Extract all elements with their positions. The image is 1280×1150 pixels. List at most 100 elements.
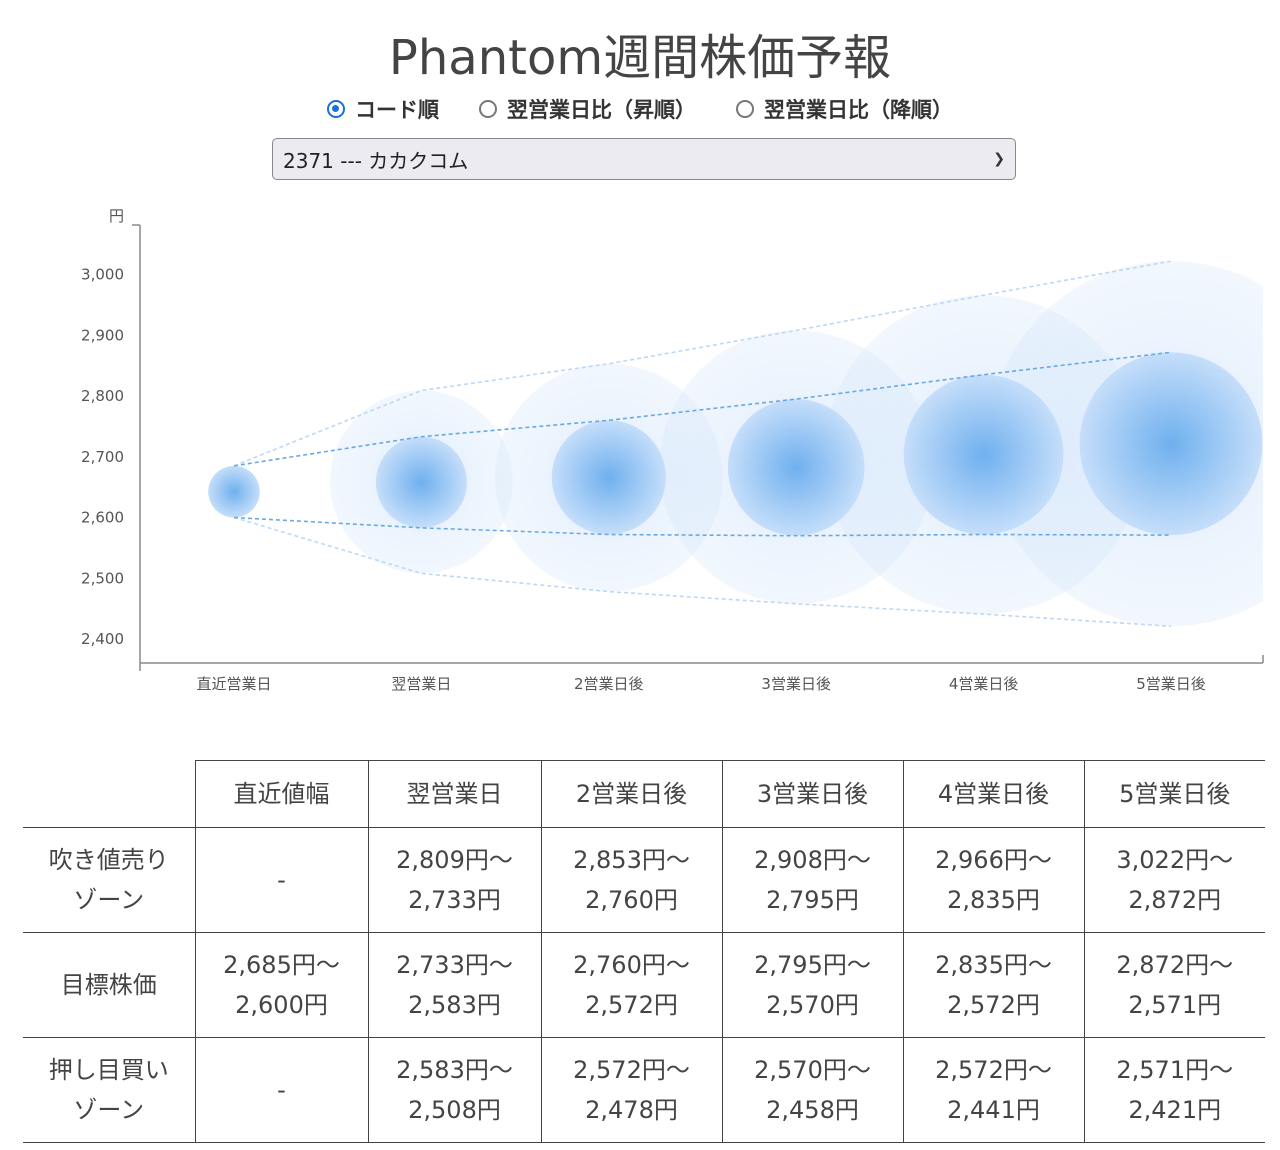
cell-value: 2,572円 xyxy=(585,991,678,1019)
cell-value: 2,872円 xyxy=(1128,886,1222,914)
x-tick-label: 3営業日後 xyxy=(761,675,831,693)
buy-zone-lower-line xyxy=(233,516,1172,628)
cell-value: 2,760円〜 xyxy=(573,951,690,979)
cell-value: 2,571円〜 xyxy=(1116,1056,1234,1084)
cell-value: 2,572円 xyxy=(947,991,1040,1019)
table-cell: 2,571円〜 2,421円 xyxy=(1083,1037,1265,1143)
target-low-line xyxy=(233,516,1172,537)
sort-option-label: コード順 xyxy=(355,98,439,122)
row-label-line: 吹き値売り xyxy=(48,846,169,874)
cell-value: 2,760円 xyxy=(585,886,678,914)
target-bubble xyxy=(727,399,865,536)
cell-value: 2,570円 xyxy=(766,991,859,1019)
cell-value: 2,966円〜 xyxy=(935,846,1052,874)
table-row: 目標株価 2,685円〜 2,600円 2,733円〜 2,583円 2,760円〜 2,5… xyxy=(23,932,1265,1038)
page-title: Phantom週間株価予報 xyxy=(388,30,892,86)
cell-value: 2,685円〜 xyxy=(223,951,340,979)
sort-options: コード順 翌営業日比（昇順） 翌営業日比（降順） xyxy=(0,94,1280,124)
table-cell: 2,872円〜 2,571円 xyxy=(1083,932,1265,1038)
y-tick-label: 2,900 xyxy=(81,326,124,344)
table-header-cell: 3営業日後 xyxy=(721,760,904,828)
table-cell: 2,685円〜 2,600円 xyxy=(194,932,369,1038)
row-label: 押し目買い ゾーン xyxy=(23,1037,196,1143)
sort-option-next-day-desc[interactable]: 翌営業日比（降順） xyxy=(736,94,953,124)
cell-value: 2,583円 xyxy=(408,991,501,1019)
x-tick-label: 翌営業日 xyxy=(391,675,451,693)
row-label-line: ゾーン xyxy=(73,1096,145,1124)
cell-value: 2,421円 xyxy=(1128,1096,1222,1124)
sell-zone-upper-line xyxy=(233,260,1172,467)
cell-value: 2,570円〜 xyxy=(754,1056,871,1084)
table-cell: 2,733円〜 2,583円 xyxy=(367,932,542,1038)
y-tick-label: 2,800 xyxy=(81,387,124,405)
radio-icon[interactable] xyxy=(736,100,754,118)
table-header-cell: 翌営業日 xyxy=(367,760,542,828)
target-bubble xyxy=(375,436,467,528)
x-tick-label: 直近営業日 xyxy=(196,675,271,693)
cell-value: 2,441円 xyxy=(947,1096,1040,1124)
x-tick-label: 2営業日後 xyxy=(574,675,644,693)
y-tick-label: 2,400 xyxy=(81,630,124,648)
cell-value: 2,458円 xyxy=(766,1096,859,1124)
cell-value: 2,583円〜 xyxy=(396,1056,513,1084)
row-label-line: 押し目買い xyxy=(48,1056,169,1084)
table-header-corner xyxy=(23,760,196,828)
y-tick-label: 2,700 xyxy=(81,448,124,466)
table-header-cell: 2営業日後 xyxy=(540,760,723,828)
target-bubble xyxy=(903,374,1064,535)
cell-value: 3,022円〜 xyxy=(1116,846,1234,874)
sort-option-label: 翌営業日比（昇順） xyxy=(507,98,696,122)
cell-value: 2,835円 xyxy=(947,886,1040,914)
row-label: 吹き値売り ゾーン xyxy=(23,827,196,933)
table-cell: 2,795円〜 2,570円 xyxy=(721,932,904,1038)
cell-value: 2,908円〜 xyxy=(754,846,871,874)
cell-value: 2,572円〜 xyxy=(573,1056,690,1084)
table-cell: - xyxy=(194,827,369,933)
target-high-line xyxy=(233,351,1172,467)
cell-value: 2,795円 xyxy=(766,886,859,914)
cell-value: 2,835円〜 xyxy=(935,951,1052,979)
table-cell: 2,570円〜 2,458円 xyxy=(721,1037,904,1143)
table-cell: 2,908円〜 2,795円 xyxy=(721,827,904,933)
x-tick-label: 4営業日後 xyxy=(949,675,1019,693)
cell-value: - xyxy=(277,1076,286,1104)
cell-value: - xyxy=(277,866,286,894)
table-cell: - xyxy=(194,1037,369,1143)
forecast-table: 直近値幅 翌営業日 2営業日後 3営業日後 4営業日後 5営業日後 吹き値売り ゾーン - 2,… xyxy=(23,760,1265,1143)
table-row: 押し目買いゾーン - 2,583円〜 2,508円 2,572円〜 2,478円 2,570… xyxy=(23,1037,1265,1143)
cell-value: 2,508円 xyxy=(408,1096,501,1124)
forecast-chart: 円 2,400 2,500 2,600 2,700 2,800 2,900 3,000 直近営業… xyxy=(81,207,1264,693)
cell-value: 2,600円 xyxy=(235,991,328,1019)
y-tick-label: 2,500 xyxy=(81,569,124,587)
cell-value: 2,478円 xyxy=(585,1096,678,1124)
table-header-cell: 4営業日後 xyxy=(902,760,1085,828)
target-bubble xyxy=(551,420,666,535)
y-tick-label: 2,600 xyxy=(81,509,124,527)
plot-area xyxy=(208,260,1263,628)
y-axis-unit: 円 xyxy=(109,207,124,225)
row-label-line: 目標株価 xyxy=(60,971,157,999)
table-cell: 2,572円〜 2,478円 xyxy=(540,1037,723,1143)
stock-select-value: 2371 --- カカクコム xyxy=(283,148,469,173)
y-tick-label: 3,000 xyxy=(81,266,124,284)
table-cell: 2,835円〜 2,572円 xyxy=(902,932,1085,1038)
radio-icon-checked[interactable] xyxy=(327,100,345,118)
table-cell: 2,583円〜 2,508円 xyxy=(367,1037,542,1143)
row-label: 目標株価 xyxy=(23,932,196,1038)
cell-value: 2,572円〜 xyxy=(935,1056,1052,1084)
table-cell: 2,853円〜 2,760円 xyxy=(540,827,723,933)
x-tick-label: 5営業日後 xyxy=(1136,675,1206,693)
sort-option-code[interactable]: コード順 xyxy=(327,94,439,124)
cell-value: 2,853円〜 xyxy=(573,846,690,874)
radio-icon[interactable] xyxy=(479,100,497,118)
stock-select[interactable]: 2371 --- カカクコム ❯ xyxy=(272,138,1016,180)
cell-value: 2,733円 xyxy=(408,886,501,914)
sort-option-next-day-asc[interactable]: 翌営業日比（昇順） xyxy=(479,94,696,124)
table-cell: 2,760円〜 2,572円 xyxy=(540,932,723,1038)
chevron-down-icon: ❯ xyxy=(993,151,1005,167)
table-header-cell: 直近値幅 xyxy=(194,760,369,828)
sort-option-label: 翌営業日比（降順） xyxy=(764,98,953,122)
table-row: 吹き値売り ゾーン - 2,809円〜 2,733円 2,853円〜 2,760円 2,908… xyxy=(23,827,1265,933)
cell-value: 2,872円〜 xyxy=(1116,951,1234,979)
cell-value: 2,733円〜 xyxy=(396,951,513,979)
